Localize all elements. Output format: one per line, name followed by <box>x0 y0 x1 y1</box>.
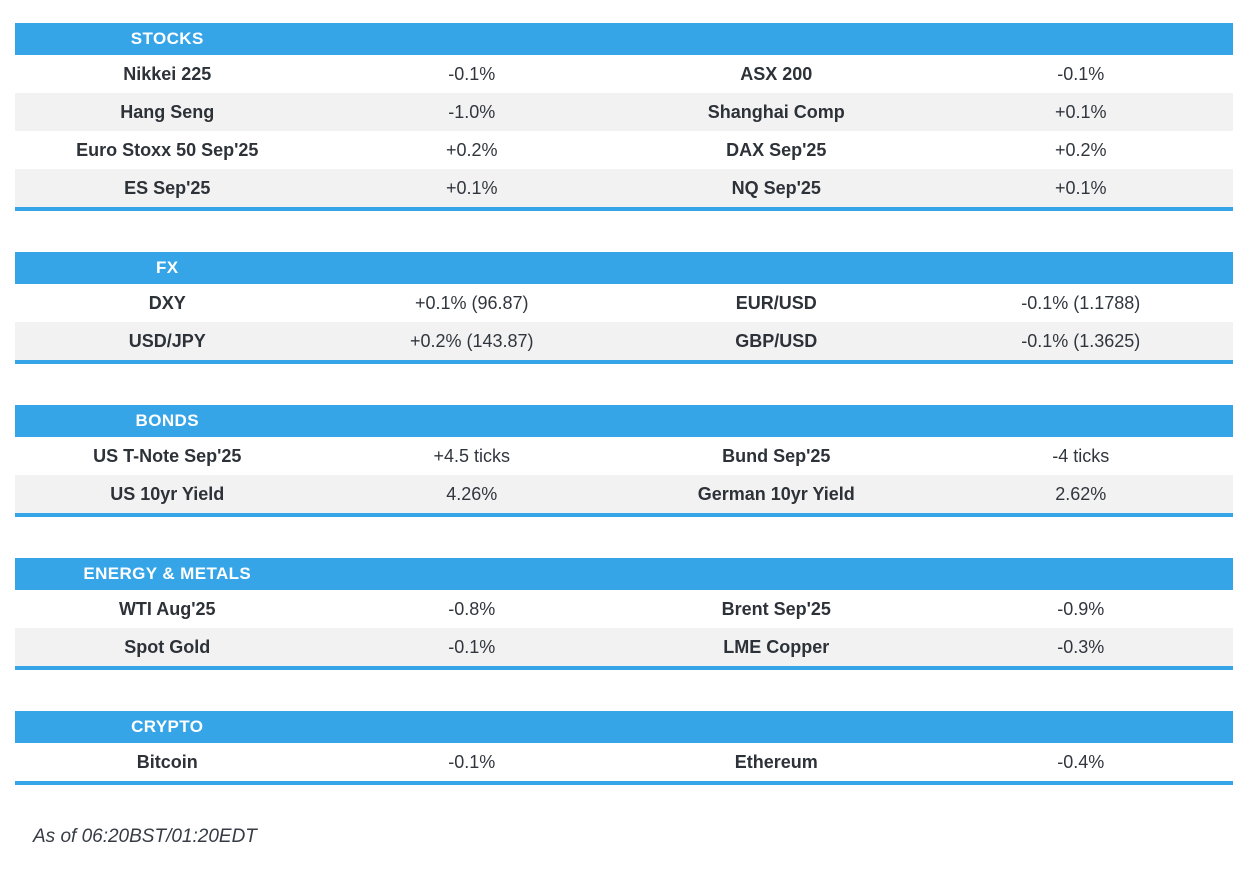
section-title: CRYPTO <box>131 717 204 736</box>
table-row: USD/JPY +0.2% (143.87) GBP/USD -0.1% (1.362… <box>15 322 1233 360</box>
instrument-label: Euro Stoxx 50 Sep'25 <box>76 140 259 160</box>
instrument-label: Brent Sep'25 <box>721 599 831 619</box>
table-row: Nikkei 225 -0.1% ASX 200 -0.1% <box>15 55 1233 93</box>
table-row: WTI Aug'25 -0.8% Brent Sep'25 -0.9% <box>15 590 1233 628</box>
instrument-label: DAX Sep'25 <box>726 140 827 160</box>
section-crypto: CRYPTO Bitcoin -0.1% Ethereum -0.4% <box>15 711 1233 785</box>
instrument-value: -0.3% <box>1057 637 1105 657</box>
section-header: STOCKS <box>15 23 1233 55</box>
instrument-label: Bitcoin <box>136 752 198 772</box>
instrument-label: Spot Gold <box>124 637 211 657</box>
instrument-value: +0.1% <box>445 178 498 198</box>
section-fx: FX DXY +0.1% (96.87) EUR/USD -0.1% (1.1788) U… <box>15 252 1233 364</box>
instrument-value: +0.2% (143.87) <box>409 331 534 351</box>
instrument-label: ASX 200 <box>740 64 813 84</box>
instrument-label: US T-Note Sep'25 <box>93 446 242 466</box>
table-row: DXY +0.1% (96.87) EUR/USD -0.1% (1.1788) <box>15 284 1233 322</box>
market-wrap-table: STOCKS Nikkei 225 -0.1% ASX 200 -0.1% Hang Se… <box>15 23 1233 848</box>
instrument-label: WTI Aug'25 <box>118 599 216 619</box>
instrument-value: -0.1% (1.1788) <box>1021 293 1141 313</box>
instrument-label: EUR/USD <box>735 293 817 313</box>
section-title: ENERGY & METALS <box>83 564 252 583</box>
instrument-value: -0.1% <box>1057 64 1105 84</box>
table-row: US 10yr Yield 4.26% German 10yr Yield 2.62% <box>15 475 1233 513</box>
instrument-label: US 10yr Yield <box>110 484 225 504</box>
instrument-value: +0.1% <box>1054 102 1107 122</box>
instrument-value: -4 ticks <box>1052 446 1110 466</box>
instrument-label: ES Sep'25 <box>124 178 211 198</box>
instrument-label: NQ Sep'25 <box>731 178 821 198</box>
instrument-value: -0.4% <box>1057 752 1105 772</box>
instrument-label: DXY <box>148 293 186 313</box>
section-title: STOCKS <box>130 29 204 48</box>
instrument-value: +0.2% <box>1054 140 1107 160</box>
instrument-value: +4.5 ticks <box>433 446 511 466</box>
section-header: CRYPTO <box>15 711 1233 743</box>
table-row: Hang Seng -1.0% Shanghai Comp +0.1% <box>15 93 1233 131</box>
table-row: ES Sep'25 +0.1% NQ Sep'25 +0.1% <box>15 169 1233 207</box>
instrument-label: German 10yr Yield <box>697 484 855 504</box>
instrument-value: 2.62% <box>1055 484 1107 504</box>
table-row: Euro Stoxx 50 Sep'25 +0.2% DAX Sep'25 +0.2% <box>15 131 1233 169</box>
instrument-label: Nikkei 225 <box>123 64 212 84</box>
instrument-value: -0.1% (1.3625) <box>1021 331 1141 351</box>
instrument-value: -1.0% <box>448 102 496 122</box>
section-title: BONDS <box>135 411 199 430</box>
timestamp-note: As of 06:20BST/01:20EDT <box>33 826 257 847</box>
instrument-value: -0.9% <box>1057 599 1105 619</box>
section-bonds: BONDS US T-Note Sep'25 +4.5 ticks Bund Sep'… <box>15 405 1233 517</box>
section-stocks: STOCKS Nikkei 225 -0.1% ASX 200 -0.1% Hang Se… <box>15 23 1233 211</box>
instrument-label: GBP/USD <box>735 331 818 351</box>
instrument-label: LME Copper <box>723 637 830 657</box>
instrument-value: 4.26% <box>446 484 498 504</box>
instrument-value: +0.2% <box>445 140 498 160</box>
instrument-label: USD/JPY <box>128 331 206 351</box>
instrument-label: Bund Sep'25 <box>722 446 831 466</box>
instrument-label: Ethereum <box>734 752 818 772</box>
section-title: FX <box>155 258 179 277</box>
section-header: BONDS <box>15 405 1233 437</box>
section-energy-metals: ENERGY & METALS WTI Aug'25 -0.8% Brent Sep'… <box>15 558 1233 670</box>
table-row: Spot Gold -0.1% LME Copper -0.3% <box>15 628 1233 666</box>
sections-container: STOCKS Nikkei 225 -0.1% ASX 200 -0.1% Hang Se… <box>15 23 1233 785</box>
instrument-label: Shanghai Comp <box>707 102 845 122</box>
section-header: FX <box>15 252 1233 284</box>
instrument-value: -0.8% <box>448 599 496 619</box>
table-row: Bitcoin -0.1% Ethereum -0.4% <box>15 743 1233 781</box>
instrument-value: -0.1% <box>448 752 496 772</box>
table-row: US T-Note Sep'25 +4.5 ticks Bund Sep'25 -4 … <box>15 437 1233 475</box>
section-header: ENERGY & METALS <box>15 558 1233 590</box>
instrument-value: -0.1% <box>448 64 496 84</box>
instrument-label: Hang Seng <box>120 102 215 122</box>
instrument-value: +0.1% <box>1054 178 1107 198</box>
instrument-value: +0.1% (96.87) <box>414 293 529 313</box>
instrument-value: -0.1% <box>448 637 496 657</box>
